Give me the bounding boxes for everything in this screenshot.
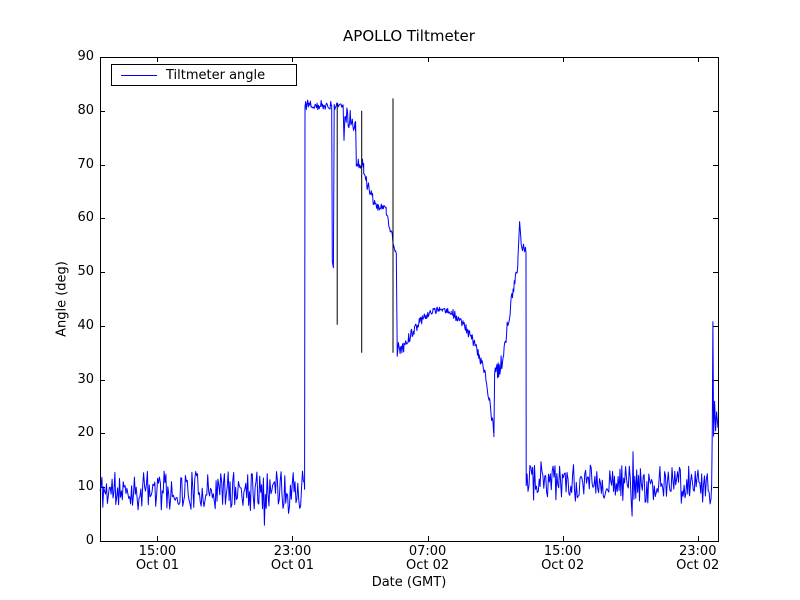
y-axis-label: Angle (deg) [54, 261, 70, 337]
legend-label: Tiltmeter angle [166, 67, 266, 83]
chart-title: APOLLO Tiltmeter [343, 27, 475, 45]
legend-line-swatch [121, 74, 157, 76]
x-axis-label: Date (GMT) [371, 575, 447, 590]
legend: Tiltmeter angle [111, 64, 297, 86]
